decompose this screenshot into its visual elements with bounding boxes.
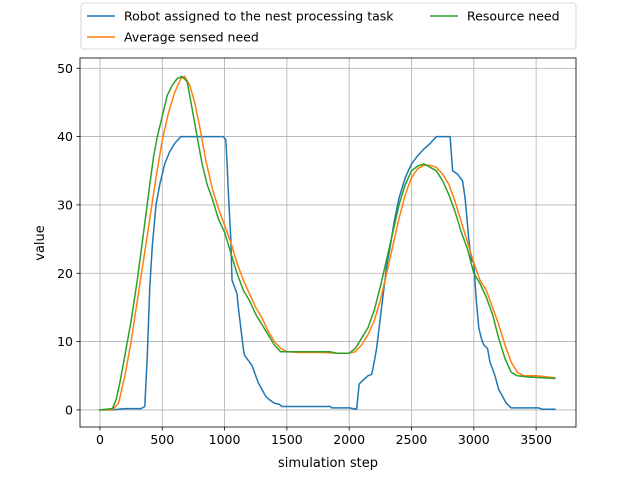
y-tick-label: 30 <box>57 197 73 212</box>
y-tick-label: 50 <box>57 61 73 76</box>
x-tick-label: 0 <box>96 432 104 447</box>
x-tick-label: 2000 <box>333 432 365 447</box>
y-tick-label: 10 <box>57 334 73 349</box>
legend: Robot assigned to the nest processing ta… <box>80 2 577 50</box>
plot-frame <box>79 57 577 428</box>
x-axis-ticks: 0 500 1000 1500 2000 2500 3000 3500 <box>96 427 552 447</box>
y-tick-label: 0 <box>65 402 73 417</box>
x-axis-label: simulation step <box>278 456 378 471</box>
y-tick-label: 40 <box>57 129 73 144</box>
y-axis-ticks: 0 10 20 30 40 50 <box>57 61 80 417</box>
series-line-3 <box>99 75 556 411</box>
legend-box <box>80 2 577 50</box>
grid-lines <box>80 58 576 427</box>
y-axis-label: value <box>33 225 48 261</box>
x-tick-label: 3500 <box>520 432 552 447</box>
legend-label-1: Robot assigned to the nest processing ta… <box>124 9 394 24</box>
y-tick-label: 20 <box>57 266 73 281</box>
legend-label-2: Average sensed need <box>124 30 259 45</box>
series-lines <box>99 75 556 411</box>
legend-label-3: Resource need <box>467 9 560 24</box>
x-tick-label: 1000 <box>209 432 241 447</box>
x-tick-label: 1500 <box>271 432 303 447</box>
x-tick-label: 3000 <box>458 432 490 447</box>
x-tick-label: 500 <box>150 432 174 447</box>
x-tick-label: 2500 <box>396 432 428 447</box>
